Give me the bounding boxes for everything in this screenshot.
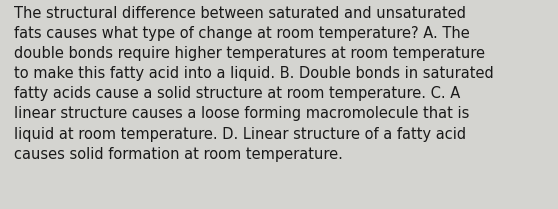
Text: The structural difference between saturated and unsaturated
fats causes what typ: The structural difference between satura… xyxy=(14,6,494,162)
